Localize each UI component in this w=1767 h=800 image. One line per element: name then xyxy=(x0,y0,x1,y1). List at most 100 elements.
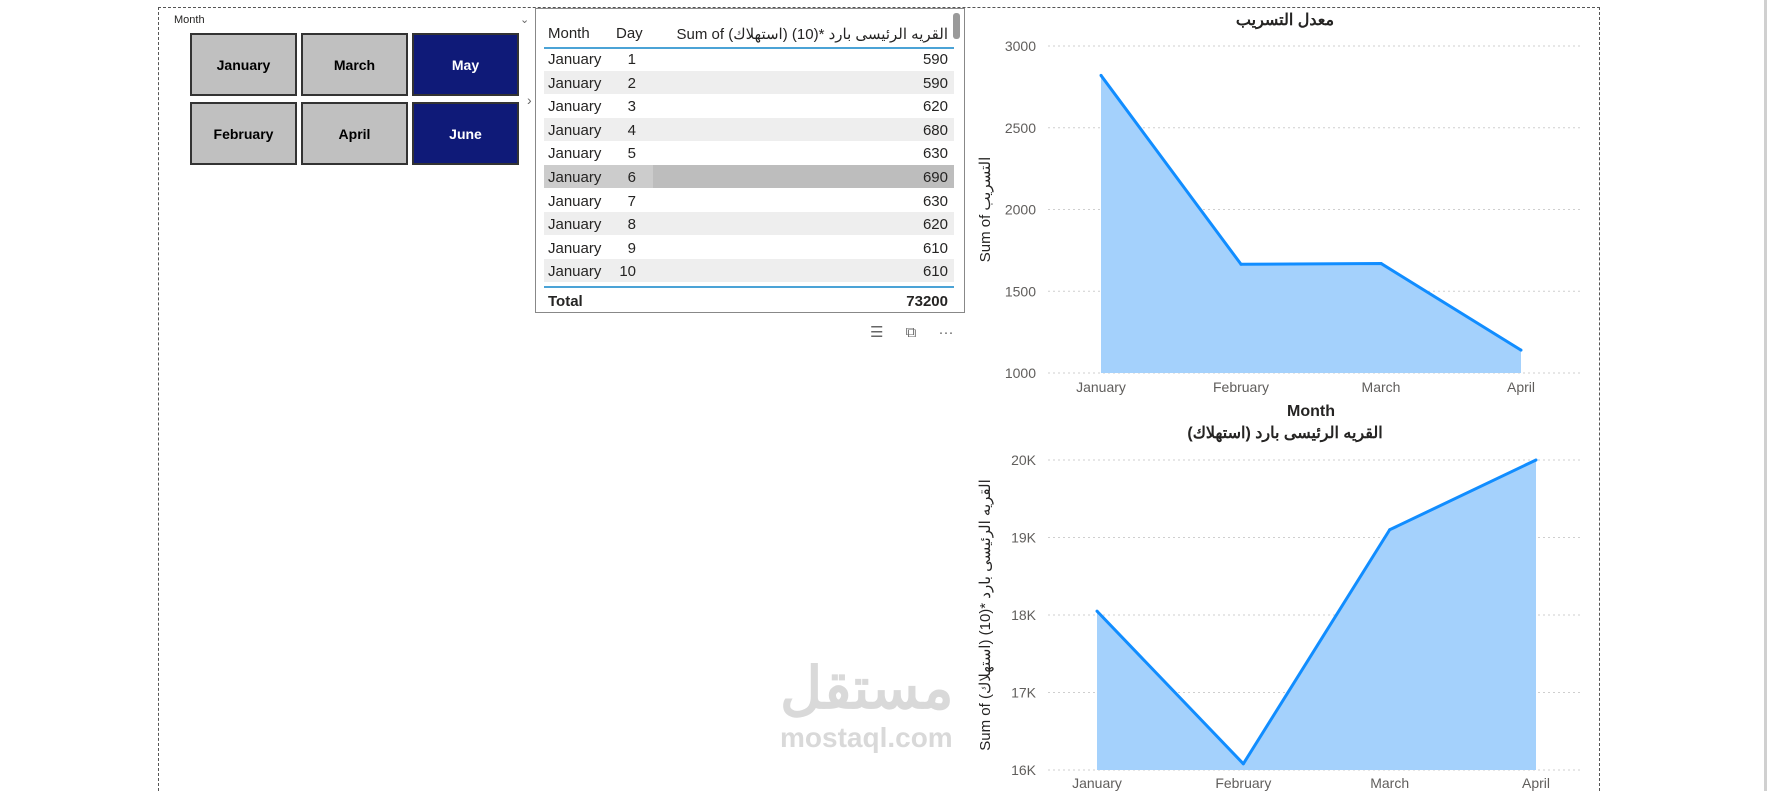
cell-day: 7 xyxy=(627,192,636,210)
cell-value: 690 xyxy=(922,169,948,186)
x-tick-label: April xyxy=(1522,775,1550,791)
column-header-month[interactable]: Month xyxy=(548,25,590,42)
total-label: Total xyxy=(548,293,583,310)
table-row[interactable]: January 8 620 xyxy=(544,212,954,236)
cell-month: January xyxy=(548,239,602,257)
report-canvas xyxy=(158,7,1600,791)
data-point xyxy=(1095,609,1099,613)
slicer-tile-june[interactable]: June xyxy=(412,102,519,165)
cell-value: 630 xyxy=(922,192,948,210)
cell-value: 590 xyxy=(922,74,948,92)
table-visual: Month Day Sum of (استهلاك) القريه الرئيس… xyxy=(535,8,965,313)
table-scrollbar[interactable] xyxy=(953,13,960,39)
series-line xyxy=(1099,74,1522,352)
slicer-tile-april[interactable]: April xyxy=(301,102,408,165)
table-row[interactable]: January 2 590 xyxy=(544,70,954,94)
data-point xyxy=(1241,762,1245,766)
column-header-day[interactable]: Day xyxy=(616,25,643,42)
column-header-sum[interactable]: Sum of (استهلاك) القريه الرئيسى بارد *(1… xyxy=(676,26,948,43)
table-row[interactable]: January 1 590 xyxy=(544,47,954,70)
y-tick-label: 1000 xyxy=(1005,365,1036,381)
filter-icon[interactable]: ☰ xyxy=(870,324,884,341)
cell-day: 5 xyxy=(627,145,636,163)
slicer-tile-march[interactable]: March xyxy=(301,33,408,96)
y-tick-label: 16K xyxy=(1011,762,1037,778)
slicer-header: Month xyxy=(174,14,205,26)
cell-value: 630 xyxy=(922,145,948,163)
table-row[interactable]: January 5 630 xyxy=(544,141,954,164)
slicer-tile-january[interactable]: January xyxy=(190,33,297,96)
cell-day: 3 xyxy=(627,98,636,116)
x-tick-label: January xyxy=(1076,379,1126,395)
series-line xyxy=(1095,458,1537,766)
cell-month: January xyxy=(548,74,602,92)
x-tick-label: March xyxy=(1370,775,1409,791)
data-point xyxy=(1534,458,1538,462)
slicer-tile-february[interactable]: February xyxy=(190,102,297,165)
cell-day: 8 xyxy=(627,216,636,234)
area-fill xyxy=(1097,460,1536,770)
cell-day: 6 xyxy=(627,169,636,186)
chart1-area: 1000 1500 2000 2500 3000 January February March… xyxy=(977,38,1580,420)
focus-mode-icon[interactable]: ⧉ xyxy=(905,324,917,341)
cell-value: 590 xyxy=(922,51,948,68)
cell-day: 4 xyxy=(627,121,636,139)
cell-month: January xyxy=(548,145,602,163)
cell-month: January xyxy=(548,192,602,210)
cell-day: 9 xyxy=(627,239,636,257)
x-axis-title: Month xyxy=(1287,403,1335,420)
slicer-tile-may[interactable]: May xyxy=(412,33,519,96)
scrollbar-track[interactable] xyxy=(1764,0,1767,791)
y-tick-label: 3000 xyxy=(1005,38,1036,54)
data-point xyxy=(1379,261,1383,265)
x-tick-label: February xyxy=(1213,379,1269,395)
cell-value: 610 xyxy=(922,263,948,281)
data-point xyxy=(1519,348,1523,352)
cell-value: 680 xyxy=(922,121,948,139)
cell-month: January xyxy=(548,263,602,281)
watermark-logo: مستقل mostaql.com xyxy=(780,660,954,754)
x-tick-label: April xyxy=(1507,379,1535,395)
y-tick-label: 19K xyxy=(1011,530,1037,546)
x-tick-label: February xyxy=(1215,775,1271,791)
x-tick-label: January xyxy=(1072,775,1122,791)
y-tick-label: 1500 xyxy=(1005,283,1036,299)
cell-day: 2 xyxy=(627,74,636,92)
cell-value: 620 xyxy=(922,216,948,234)
cell-month: January xyxy=(548,169,602,186)
data-point xyxy=(1099,73,1103,77)
cell-month: January xyxy=(548,216,602,234)
row-highlight-bar xyxy=(653,165,954,188)
y-tick-label: 20K xyxy=(1011,452,1037,468)
cell-month: January xyxy=(548,98,602,116)
y-tick-label: 17K xyxy=(1011,685,1037,701)
watermark-latin: mostaql.com xyxy=(780,722,953,753)
watermark-arabic: مستقل xyxy=(780,656,954,721)
chart1-title: معدل التسريب xyxy=(1235,12,1335,29)
cell-value: 620 xyxy=(922,98,948,116)
cell-value: 610 xyxy=(922,239,948,257)
table-row[interactable]: January 7 630 xyxy=(544,189,954,212)
y-tick-label: 2500 xyxy=(1005,120,1036,136)
cell-month: January xyxy=(548,51,602,68)
y-axis-title: Sum of (استهلاك) القريه الرئيسى بارد *(1… xyxy=(977,479,994,750)
table-row[interactable]: January 9 610 xyxy=(544,236,954,259)
table-row[interactable]: January 10 610 xyxy=(544,259,954,283)
table-row[interactable]: January 4 680 xyxy=(544,117,954,141)
y-tick-label: 18K xyxy=(1011,607,1037,623)
data-point xyxy=(1239,262,1243,266)
chevron-right-icon[interactable]: › xyxy=(527,92,532,108)
data-point xyxy=(1388,528,1392,532)
table-total-row: Total 73200 xyxy=(544,286,954,312)
more-options-icon[interactable]: ··· xyxy=(938,324,954,341)
cell-day: 10 xyxy=(619,263,636,281)
total-value: 73200 xyxy=(906,293,948,310)
table-row[interactable]: January 3 620 xyxy=(544,94,954,117)
chevron-down-icon[interactable]: ⌄ xyxy=(520,14,530,26)
chart2-title: القريه الرئيسى بارد (استهلاك) xyxy=(1187,425,1383,442)
chart2-area: 16K 17K 18K 19K 20K January February March April… xyxy=(977,452,1580,791)
table-row[interactable]: January 6 690 xyxy=(544,165,954,188)
y-axis-title: Sum of التسريب xyxy=(977,157,994,263)
table-header: Month Day Sum of (استهلاك) القريه الرئيس… xyxy=(544,15,954,49)
visual-header-icons: ☰ ⧉ ··· xyxy=(870,323,972,341)
